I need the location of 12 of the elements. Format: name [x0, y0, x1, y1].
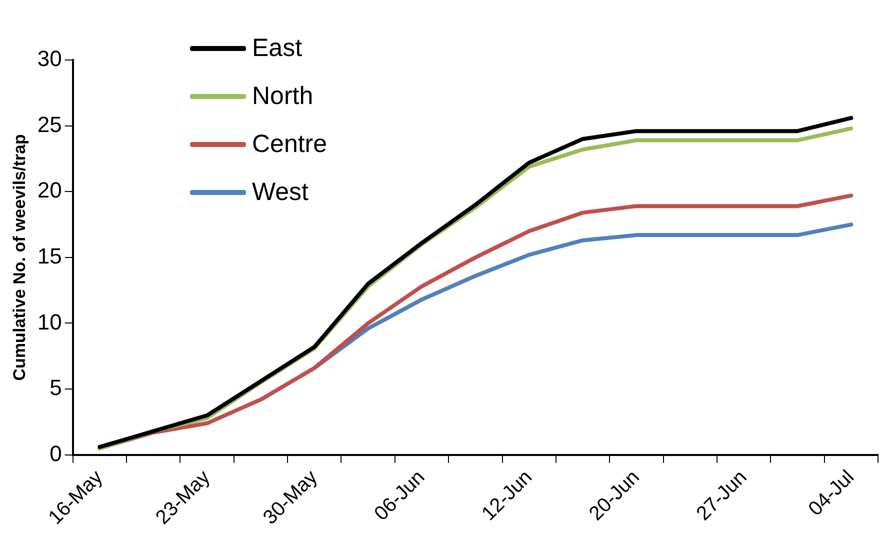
legend-label: West: [252, 177, 308, 208]
legend-label: North: [252, 81, 314, 112]
legend-label: Centre: [252, 129, 328, 160]
y-axis-title: Cumulative No. of weevils/trap: [10, 134, 29, 381]
y-tick-label: 25: [37, 112, 62, 137]
y-tick-label: 0: [50, 440, 62, 466]
y-tick-label: 5: [50, 375, 62, 400]
legend-label: East: [252, 33, 302, 64]
y-tick-label: 30: [37, 46, 62, 72]
y-tick-label: 10: [37, 309, 62, 334]
y-tick-label: 15: [37, 244, 62, 268]
y-tick-label: 20: [37, 178, 62, 203]
